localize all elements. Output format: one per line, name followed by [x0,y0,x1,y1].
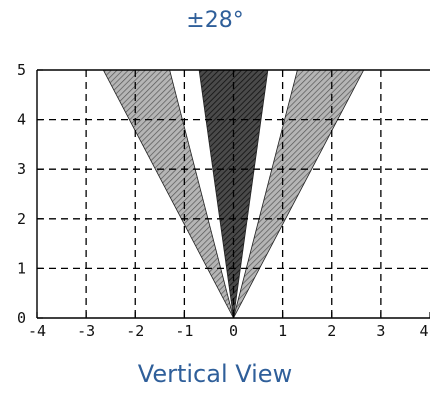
y-tick-label: 5 [17,61,26,79]
x-tick-label: -4 [28,322,46,340]
x-tick-label: 1 [278,322,287,340]
x-tick-label: -3 [77,322,95,340]
y-tick-label: 3 [17,160,26,178]
y-tick-label: 4 [17,111,26,129]
x-tick-label: -1 [175,322,193,340]
y-tick-label: 0 [17,309,26,327]
view-caption: Vertical View [137,360,293,388]
x-tick-label: 0 [229,322,238,340]
x-tick-label: 2 [327,322,336,340]
y-tick-label: 1 [17,259,26,277]
x-tick-label: 4 [419,322,428,340]
x-tick-label: -2 [126,322,144,340]
x-tick-label: 3 [376,322,385,340]
y-tick-label: 2 [17,210,26,228]
chart-title: ±28° [186,8,244,33]
